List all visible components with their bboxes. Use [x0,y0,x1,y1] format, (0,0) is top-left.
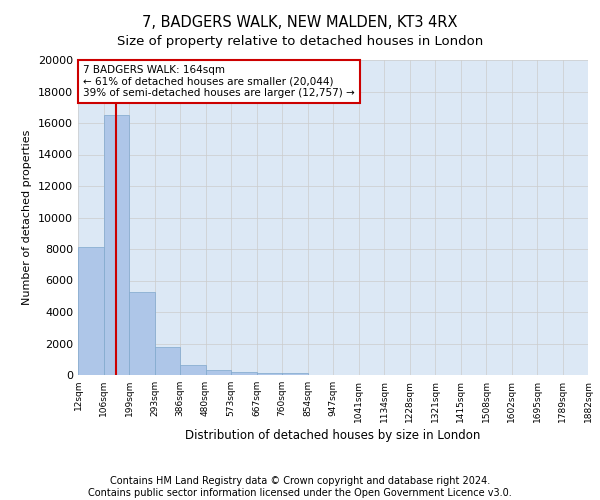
Bar [155,346,180,375]
Bar [129,292,155,375]
Bar [257,373,282,375]
Bar [180,365,205,375]
Text: 7, BADGERS WALK, NEW MALDEN, KT3 4RX: 7, BADGERS WALK, NEW MALDEN, KT3 4RX [142,15,458,30]
Bar [205,370,231,375]
Text: Contains HM Land Registry data © Crown copyright and database right 2024.
Contai: Contains HM Land Registry data © Crown c… [88,476,512,498]
X-axis label: Distribution of detached houses by size in London: Distribution of detached houses by size … [185,429,481,442]
Y-axis label: Number of detached properties: Number of detached properties [22,130,32,305]
Text: 7 BADGERS WALK: 164sqm
← 61% of detached houses are smaller (20,044)
39% of semi: 7 BADGERS WALK: 164sqm ← 61% of detached… [83,64,355,98]
Bar [78,248,104,375]
Bar [104,115,129,375]
Bar [231,372,257,375]
Text: Size of property relative to detached houses in London: Size of property relative to detached ho… [117,35,483,48]
Bar [282,374,308,375]
